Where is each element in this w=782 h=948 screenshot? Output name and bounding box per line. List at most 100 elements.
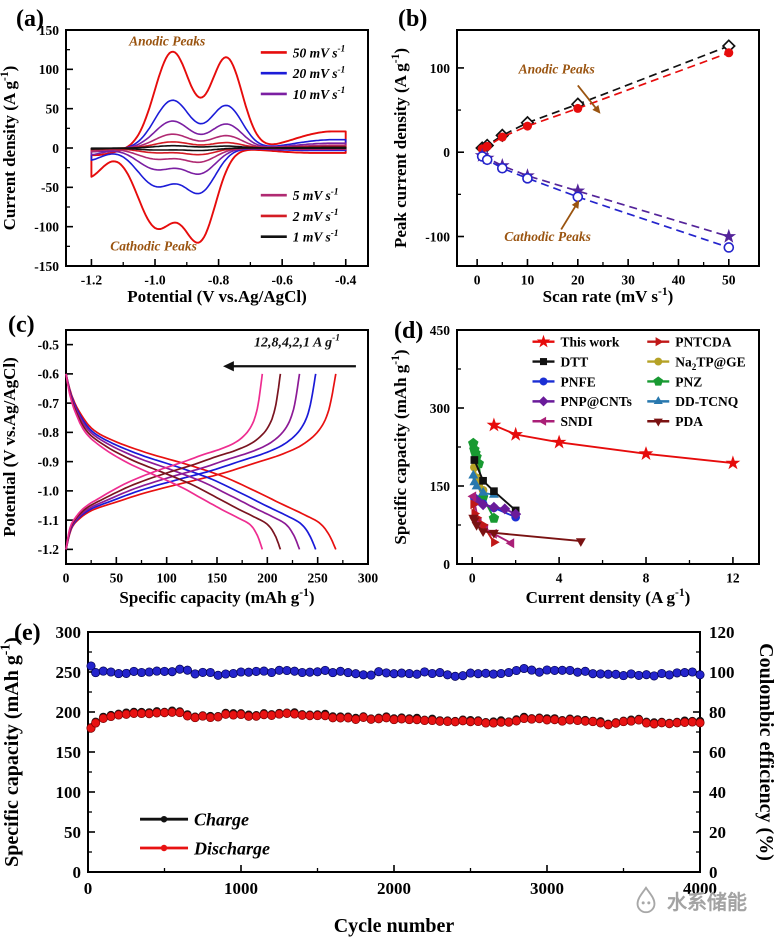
cv-curve-1 bbox=[90, 144, 347, 152]
legend-label: 1 mV s-1 bbox=[293, 228, 339, 245]
efficiency-point bbox=[481, 668, 491, 678]
discharge-point bbox=[511, 716, 521, 726]
marker-pentagon bbox=[653, 376, 664, 386]
discharge-point bbox=[404, 715, 414, 725]
marker-circle-open bbox=[723, 242, 735, 253]
efficiency-point bbox=[473, 669, 483, 679]
right-axis-title: Coulombic efficiency (%) bbox=[755, 643, 777, 861]
x-tick-label: 20 bbox=[571, 273, 585, 288]
marker-circle bbox=[724, 48, 734, 58]
x-tick-label: 50 bbox=[722, 273, 736, 288]
marker-star bbox=[725, 455, 741, 470]
efficiency-point bbox=[404, 669, 414, 679]
discharge-point bbox=[267, 710, 277, 720]
y-tick-label: 300 bbox=[430, 401, 451, 416]
discharge-point bbox=[374, 714, 384, 724]
discharge-point bbox=[397, 714, 407, 724]
efficiency-point bbox=[137, 667, 147, 678]
discharge-point bbox=[129, 708, 139, 718]
discharge-point bbox=[121, 709, 131, 719]
efficiency-series bbox=[86, 661, 705, 681]
discharge-point bbox=[672, 718, 682, 728]
panel-c-gcd-chart: 0 50 100 150 200 250 300 -0.5 -0.6 -0.7 -0.8 -0.9 -1… bbox=[0, 329, 379, 607]
marker-star bbox=[486, 417, 502, 432]
x-tick-label: 100 bbox=[157, 571, 178, 586]
efficiency-point bbox=[580, 666, 590, 676]
y-axis-title: Specific capacity (mAh g-1) bbox=[391, 349, 410, 544]
legend-label: Discharge bbox=[193, 838, 270, 858]
efficiency-point bbox=[98, 666, 108, 676]
right-tick-label: 0 bbox=[709, 863, 718, 882]
efficiency-point bbox=[649, 671, 659, 681]
efficiency-point bbox=[358, 670, 368, 680]
x-tick-label: -0.4 bbox=[335, 273, 357, 288]
efficiency-point bbox=[335, 666, 345, 676]
efficiency-point bbox=[450, 671, 460, 681]
efficiency-point bbox=[389, 669, 399, 679]
legend-label: Charge bbox=[194, 810, 249, 830]
efficiency-point bbox=[282, 665, 292, 676]
discharge-point bbox=[458, 716, 468, 726]
y-tick-label: -0.9 bbox=[38, 454, 60, 469]
discharge-point bbox=[259, 710, 269, 720]
discharge-point bbox=[381, 713, 391, 723]
efficiency-point bbox=[152, 666, 162, 676]
discharge-point bbox=[519, 713, 529, 724]
y-tick-label: -0.8 bbox=[38, 425, 60, 440]
discharge-series bbox=[86, 707, 705, 733]
charge-curve bbox=[65, 373, 264, 550]
efficiency-point bbox=[504, 667, 514, 678]
x-tick-label: 12 bbox=[726, 571, 740, 586]
efficiency-point bbox=[618, 671, 629, 681]
discharge-point bbox=[221, 709, 231, 719]
annotation-text: Anodic Peaks bbox=[128, 33, 205, 48]
discharge-point bbox=[618, 717, 629, 727]
discharge-point bbox=[496, 717, 506, 727]
x-tick-label: 3000 bbox=[530, 879, 564, 898]
x-tick-label: 200 bbox=[257, 571, 278, 586]
discharge-point bbox=[611, 718, 621, 728]
cv-curve-50 bbox=[90, 50, 347, 244]
discharge-point bbox=[144, 709, 154, 719]
panel-a-label: (a) bbox=[16, 6, 44, 32]
series-line-DTT bbox=[473, 459, 517, 512]
y-tick-label: 200 bbox=[56, 703, 82, 722]
legend-label: PNZ bbox=[675, 374, 702, 389]
marker-tri-left bbox=[505, 538, 515, 549]
y-tick-label: -100 bbox=[34, 220, 59, 235]
discharge-point bbox=[98, 713, 108, 723]
marker-tri-down bbox=[575, 538, 586, 547]
efficiency-point bbox=[664, 670, 674, 680]
axes bbox=[65, 329, 369, 565]
discharge-point bbox=[542, 715, 552, 725]
right-tick-label: 120 bbox=[709, 623, 735, 642]
marker-star bbox=[536, 334, 551, 348]
discharge-point bbox=[198, 711, 208, 721]
x-tick-label: 150 bbox=[207, 571, 228, 586]
discharge-point bbox=[175, 708, 185, 718]
y-tick-label: -1.0 bbox=[38, 484, 60, 499]
y-tick-label: 0 bbox=[443, 557, 450, 572]
discharge-point bbox=[420, 715, 430, 726]
discharge-point bbox=[626, 716, 636, 726]
discharge-point bbox=[473, 716, 483, 727]
marker-circle-open bbox=[497, 162, 508, 174]
y-tick-label: 450 bbox=[430, 323, 451, 338]
x-tick-label: 300 bbox=[358, 571, 379, 586]
annotation-text: 12,8,4,2,1 A g-1 bbox=[254, 334, 340, 351]
y-axis-title: Peak current density (A g-1) bbox=[391, 48, 410, 248]
discharge-point bbox=[657, 718, 667, 728]
discharge-point bbox=[641, 718, 651, 728]
efficiency-point bbox=[190, 669, 200, 679]
y-tick-label: 0 bbox=[52, 141, 59, 156]
marker-circle bbox=[160, 844, 168, 852]
arrow-head bbox=[571, 199, 580, 209]
right-tick-label: 60 bbox=[709, 743, 726, 762]
discharge-point bbox=[557, 716, 567, 726]
watermark-text: 水系储能 bbox=[667, 891, 747, 914]
efficiency-point bbox=[267, 667, 277, 678]
marker-tri-up bbox=[468, 469, 479, 479]
legend-label: Na2TP@GE bbox=[675, 354, 745, 372]
arrow-head bbox=[592, 105, 601, 114]
